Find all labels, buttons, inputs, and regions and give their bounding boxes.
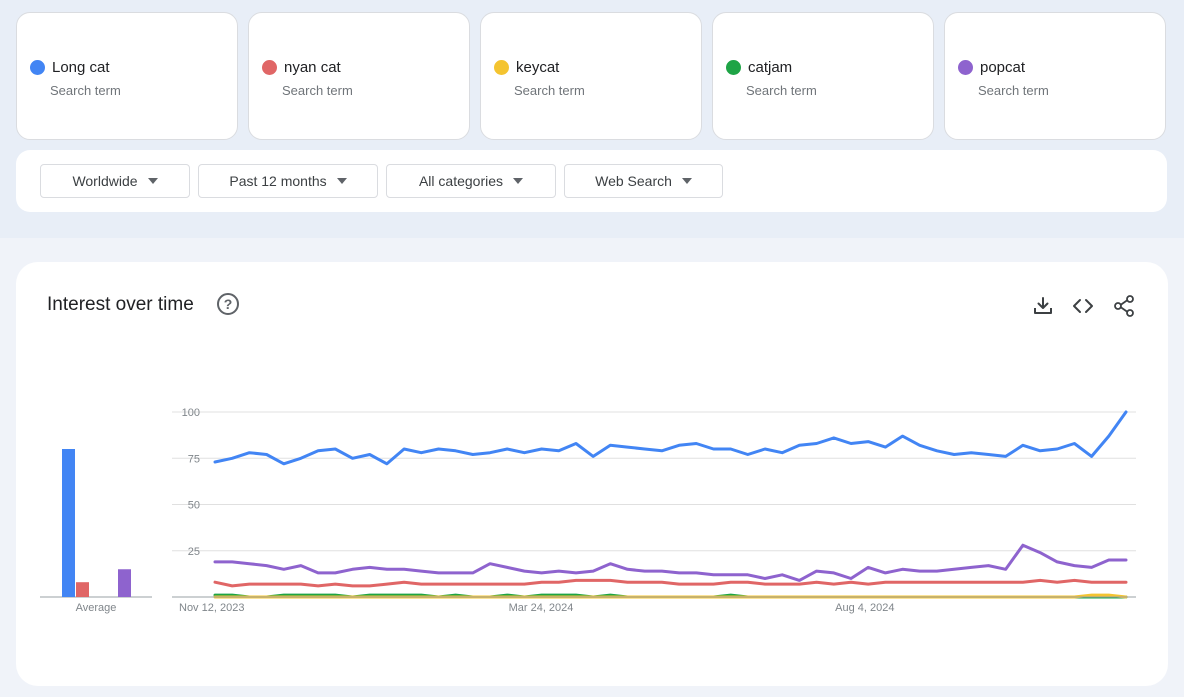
embed-code-icon[interactable]	[1071, 294, 1095, 318]
average-bar-nyan-cat	[76, 582, 89, 597]
caret-down-icon	[513, 178, 524, 184]
series-color-dot-icon	[262, 60, 277, 75]
search-term-card-nyan-cat[interactable]: nyan cat Search term	[248, 12, 470, 140]
term-type-label: Search term	[978, 83, 1049, 98]
series-line-nyan-cat	[213, 578, 1128, 588]
interest-over-time-card: Interest over time ? 100 75 50 25 Nov 12, 20…	[16, 262, 1168, 686]
search-term-card-keycat[interactable]: keycat Search term	[480, 12, 702, 140]
y-tick-label: 50	[188, 500, 200, 512]
series-line-long-cat	[213, 410, 1128, 466]
search-type-dropdown[interactable]: Web Search	[564, 164, 723, 198]
term-type-label: Search term	[50, 83, 121, 98]
caret-down-icon	[336, 178, 347, 184]
series-line-popcat	[213, 543, 1128, 582]
term-row: keycat	[494, 59, 559, 76]
caret-down-icon	[681, 178, 692, 184]
category-dropdown-label: All categories	[418, 173, 504, 189]
search-type-dropdown-label: Web Search	[595, 173, 672, 189]
search-term-card-long-cat[interactable]: Long cat Search term	[16, 12, 238, 140]
caret-down-icon	[147, 178, 158, 184]
term-name[interactable]: catjam	[748, 59, 793, 76]
term-name[interactable]: Long cat	[52, 59, 110, 76]
term-name[interactable]: nyan cat	[284, 59, 341, 76]
average-bar-popcat	[118, 569, 131, 597]
series-color-dot-icon	[726, 60, 741, 75]
x-tick-label: Nov 12, 2023	[179, 602, 244, 614]
term-row: nyan cat	[262, 59, 341, 76]
series-color-dot-icon	[958, 60, 973, 75]
search-term-card-catjam[interactable]: catjam Search term	[712, 12, 934, 140]
y-tick-label: 75	[188, 453, 200, 465]
y-tick-label: 25	[188, 546, 200, 558]
help-icon[interactable]: ?	[217, 293, 239, 315]
term-row: popcat	[958, 59, 1025, 76]
interest-over-time-chart: 100 75 50 25 Nov 12, 2023 Mar 24, 2024 Aug 4, …	[40, 407, 1136, 614]
time-range-dropdown-label: Past 12 months	[229, 173, 327, 189]
term-type-label: Search term	[282, 83, 353, 98]
x-tick-label: Aug 4, 2024	[835, 602, 894, 614]
series-color-dot-icon	[30, 60, 45, 75]
term-row: catjam	[726, 59, 792, 76]
time-range-dropdown[interactable]: Past 12 months	[198, 164, 378, 198]
term-type-label: Search term	[746, 83, 817, 98]
average-bar-long-cat	[62, 449, 75, 597]
term-row: Long cat	[30, 59, 110, 76]
share-icon[interactable]	[1112, 294, 1136, 318]
series-color-dot-icon	[494, 60, 509, 75]
card-title: Interest over time	[47, 294, 194, 315]
term-name[interactable]: keycat	[516, 59, 560, 76]
x-tick-label: Mar 24, 2024	[509, 602, 574, 614]
region-dropdown-label: Worldwide	[72, 173, 138, 189]
region-dropdown[interactable]: Worldwide	[40, 164, 190, 198]
category-dropdown[interactable]: All categories	[386, 164, 556, 198]
search-term-card-popcat[interactable]: popcat Search term	[944, 12, 1166, 140]
filter-bar: Worldwide Past 12 months All categories …	[16, 150, 1167, 212]
y-tick-label: 100	[182, 407, 200, 419]
term-name[interactable]: popcat	[980, 59, 1026, 76]
average-label: Average	[76, 602, 117, 614]
download-icon[interactable]	[1031, 294, 1055, 318]
term-type-label: Search term	[514, 83, 585, 98]
